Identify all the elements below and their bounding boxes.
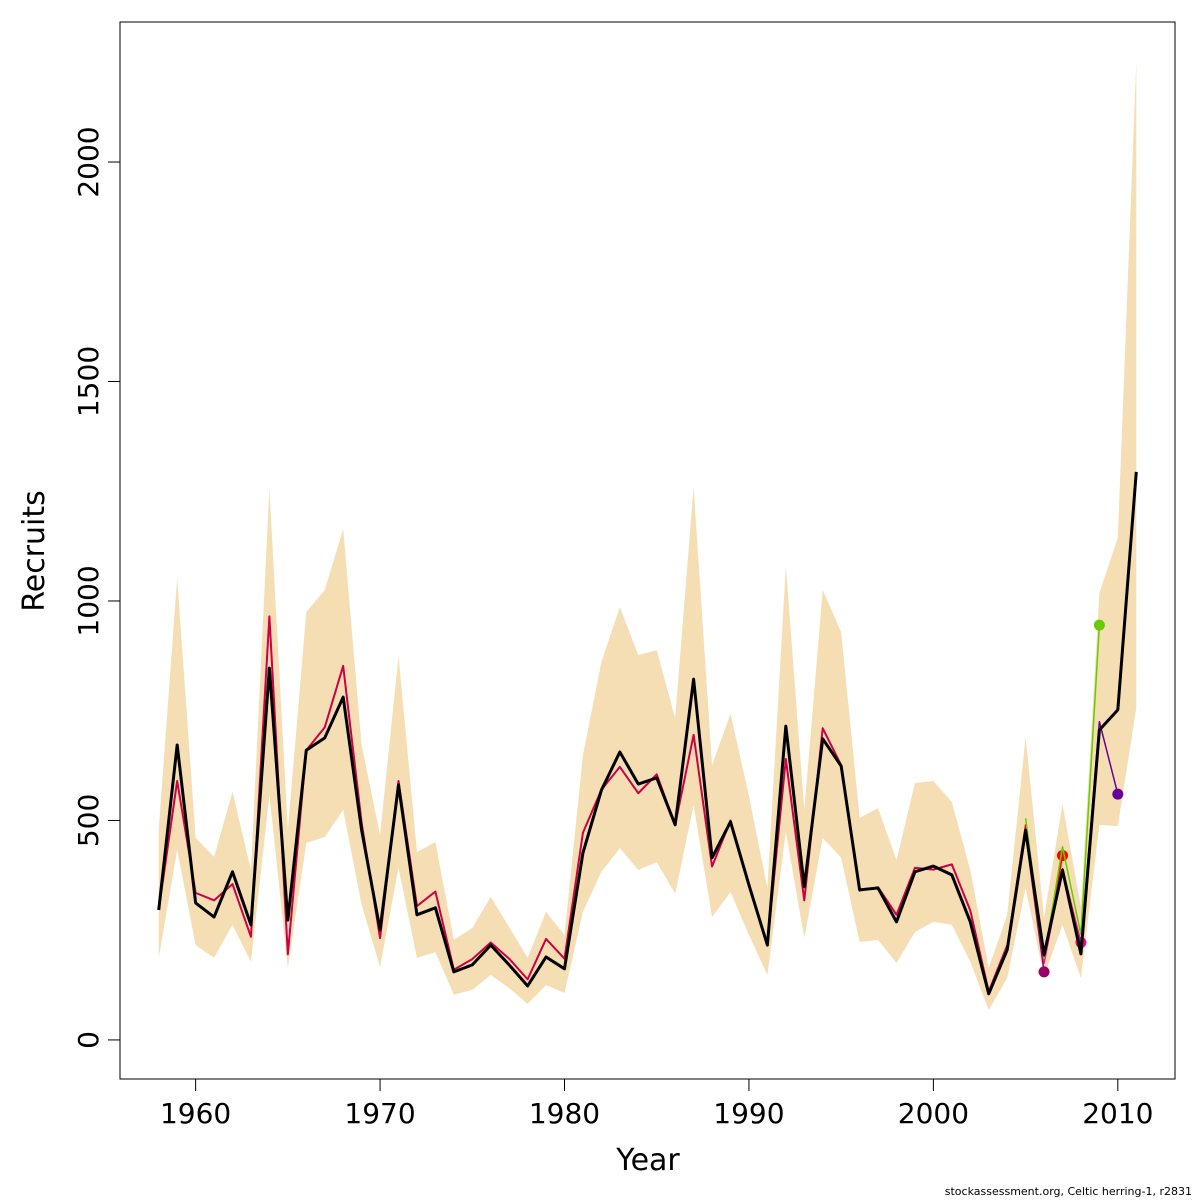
x-tick-label: 1990 — [713, 1097, 784, 1130]
y-tick-label: 500 — [72, 794, 105, 847]
end-point — [1093, 619, 1105, 631]
y-tick-label: 1500 — [72, 346, 105, 417]
x-tick-label: 1960 — [160, 1097, 231, 1130]
footnote: stockassessment.org, Celtic herring-1, r… — [945, 1185, 1192, 1198]
plot-frame — [119, 21, 1176, 1080]
y-tick-label: 2000 — [72, 126, 105, 197]
series-line — [157, 471, 1138, 996]
x-tick-label: 2010 — [1082, 1097, 1153, 1130]
end-point — [1112, 788, 1124, 800]
x-tick-label: 2000 — [898, 1097, 969, 1130]
confidence-band — [158, 61, 1137, 1011]
y-tick-label: 0 — [72, 1031, 105, 1049]
end-point — [1056, 850, 1068, 862]
y-tick-label: 1000 — [72, 565, 105, 636]
x-axis-label: Year — [615, 1143, 680, 1178]
x-tick-label: 1980 — [529, 1097, 600, 1130]
y-axis-label: Recruits — [17, 490, 52, 612]
x-tick-label: 1970 — [344, 1097, 415, 1130]
end-point — [1038, 966, 1050, 978]
